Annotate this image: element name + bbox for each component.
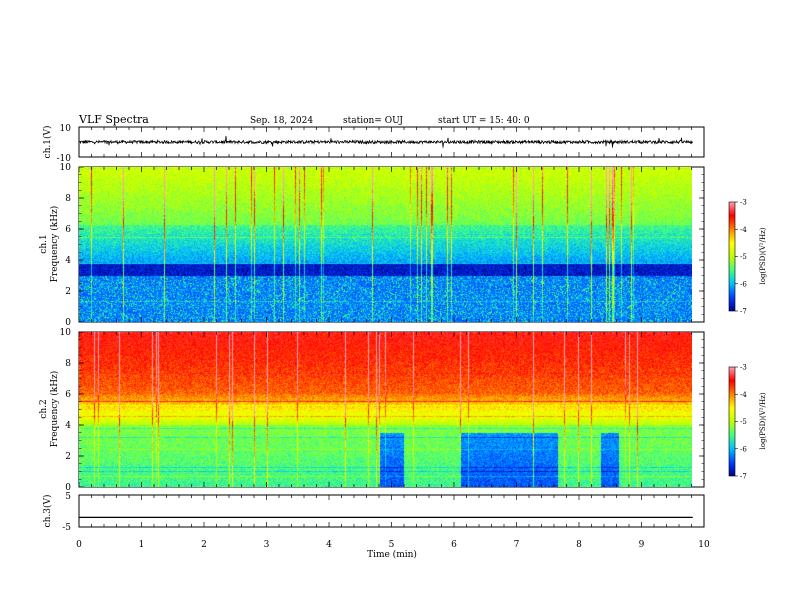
y-tick-label: 2 — [65, 452, 71, 462]
y-tick-label: 6 — [65, 225, 71, 235]
spectrogram-ch2-image — [79, 332, 692, 487]
time-axis-tick-labels: 0 1 2 3 4 5 6 7 8 9 10 — [76, 540, 710, 550]
x-tick-label: 5 — [389, 540, 395, 550]
x-tick-label: 9 — [639, 540, 645, 550]
colorbar-tick-label: -6 — [740, 280, 747, 288]
y-tick-label: 2 — [65, 287, 71, 297]
y-tick-label: 8 — [65, 359, 71, 369]
colorbar-tick-label: -6 — [740, 445, 747, 453]
waveform-ch1-trace — [78, 135, 693, 148]
colorbar-tick-label: -4 — [740, 391, 747, 399]
colorbar-ch2-gradient — [728, 366, 736, 477]
colorbar-ch1-gradient — [728, 201, 736, 312]
figure-station: station= OUJ — [343, 116, 403, 126]
waveform-ch3-ylabel: ch.3(V) — [42, 495, 53, 528]
y-tick-label: 8 — [65, 194, 71, 204]
waveform-ch3-frame — [78, 494, 705, 528]
waveform-ch1-ytick-top: 10 — [60, 124, 72, 134]
panel-spectrogram-ch2: ch.2 Frequency (kHz) 0 2 4 6 8 10 — [39, 328, 705, 493]
colorbar-tick-label: -5 — [740, 253, 747, 261]
x-tick-label: 7 — [514, 540, 520, 550]
waveform-ch3-ytick-top: 5 — [65, 492, 71, 502]
x-tick-label: 4 — [326, 540, 332, 550]
panel-spectrogram-ch1: ch.1 Frequency (kHz) 0 2 4 6 8 10 — [39, 163, 705, 328]
colorbar-tick-label: -7 — [740, 473, 747, 481]
colorbar-ch2-label: log(PSD)(V²/Hz) — [759, 392, 767, 449]
colorbar-ch2-ticks: -3 -4 -5 -6 -7 — [735, 364, 747, 481]
waveform-ch1-ytick-bottom: -10 — [57, 154, 72, 164]
x-tick-label: 1 — [139, 540, 145, 550]
spectrogram-ch1-xticks — [78, 167, 705, 322]
colorbar-ch1-ticks: -3 -4 -5 -6 -7 — [735, 199, 747, 316]
y-tick-label: 10 — [60, 328, 72, 338]
x-tick-label: 2 — [201, 540, 207, 550]
colorbar-ch1: -3 -4 -5 -6 -7 log(PSD)(V²/Hz) — [728, 199, 767, 316]
waveform-ch3-ytick-bottom: -5 — [62, 523, 71, 533]
spectrogram-ch1-ylabel: Frequency (kHz) — [49, 206, 60, 283]
spectrogram-ch1-image — [79, 167, 692, 322]
spectrogram-ch2-ylabel-channel: ch.2 — [39, 399, 49, 418]
colorbar-tick-label: -7 — [740, 308, 747, 316]
spectrogram-ch2-ylabel: Frequency (kHz) — [49, 371, 60, 448]
spectrogram-ch2-yticks: 0 2 4 6 8 10 — [60, 328, 704, 493]
colorbar-tick-label: -3 — [740, 199, 747, 207]
x-tick-label: 6 — [451, 540, 457, 550]
figure-title: VLF Spectra — [78, 113, 149, 126]
panel-waveform-ch1: 10 -10 ch.1(V) — [42, 124, 705, 164]
spectrogram-ch2-xticks — [78, 332, 705, 487]
time-axis-label: Time (min) — [367, 549, 417, 560]
y-tick-label: 0 — [65, 318, 71, 328]
y-tick-label: 4 — [65, 421, 71, 431]
x-tick-label: 0 — [76, 540, 82, 550]
x-tick-label: 10 — [698, 540, 710, 550]
panel-waveform-ch3: 5 -5 ch.3(V) 0 1 2 3 4 5 6 7 8 9 10 Time (min) — [42, 492, 710, 560]
colorbar-tick-label: -5 — [740, 418, 747, 426]
y-tick-label: 0 — [65, 483, 71, 493]
colorbar-ch2: -3 -4 -5 -6 -7 log(PSD)(V²/Hz) — [728, 364, 767, 481]
spectrogram-ch1-yticks: 0 2 4 6 8 10 — [60, 163, 704, 328]
waveform-ch1-ylabel: ch.1(V) — [42, 126, 53, 159]
y-tick-label: 6 — [65, 390, 71, 400]
x-tick-label: 8 — [576, 540, 582, 550]
waveform-ch3-xticks — [78, 495, 705, 527]
spectrogram-ch1-ylabel-channel: ch.1 — [39, 234, 49, 253]
colorbar-ch1-label: log(PSD)(V²/Hz) — [759, 227, 767, 284]
figure-date: Sep. 18, 2024 — [250, 116, 313, 126]
y-tick-label: 10 — [60, 163, 72, 173]
y-tick-label: 4 — [65, 256, 71, 266]
colorbar-tick-label: -3 — [740, 364, 747, 372]
figure-start-time: start UT = 15: 40: 0 — [438, 116, 530, 126]
waveform-ch1-xticks — [78, 127, 705, 157]
colorbar-tick-label: -4 — [740, 226, 747, 234]
x-tick-label: 3 — [264, 540, 270, 550]
